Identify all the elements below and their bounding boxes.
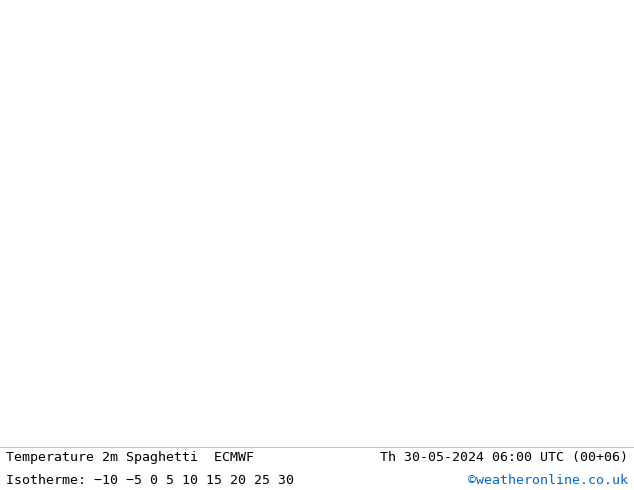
Text: ©weatheronline.co.uk: ©weatheronline.co.uk <box>468 474 628 487</box>
Text: Temperature 2m Spaghetti  ECMWF: Temperature 2m Spaghetti ECMWF <box>6 451 254 464</box>
Text: Th 30-05-2024 06:00 UTC (00+06): Th 30-05-2024 06:00 UTC (00+06) <box>380 451 628 464</box>
Text: Isotherme: −10 −5 0 5 10 15 20 25 30: Isotherme: −10 −5 0 5 10 15 20 25 30 <box>6 474 294 487</box>
